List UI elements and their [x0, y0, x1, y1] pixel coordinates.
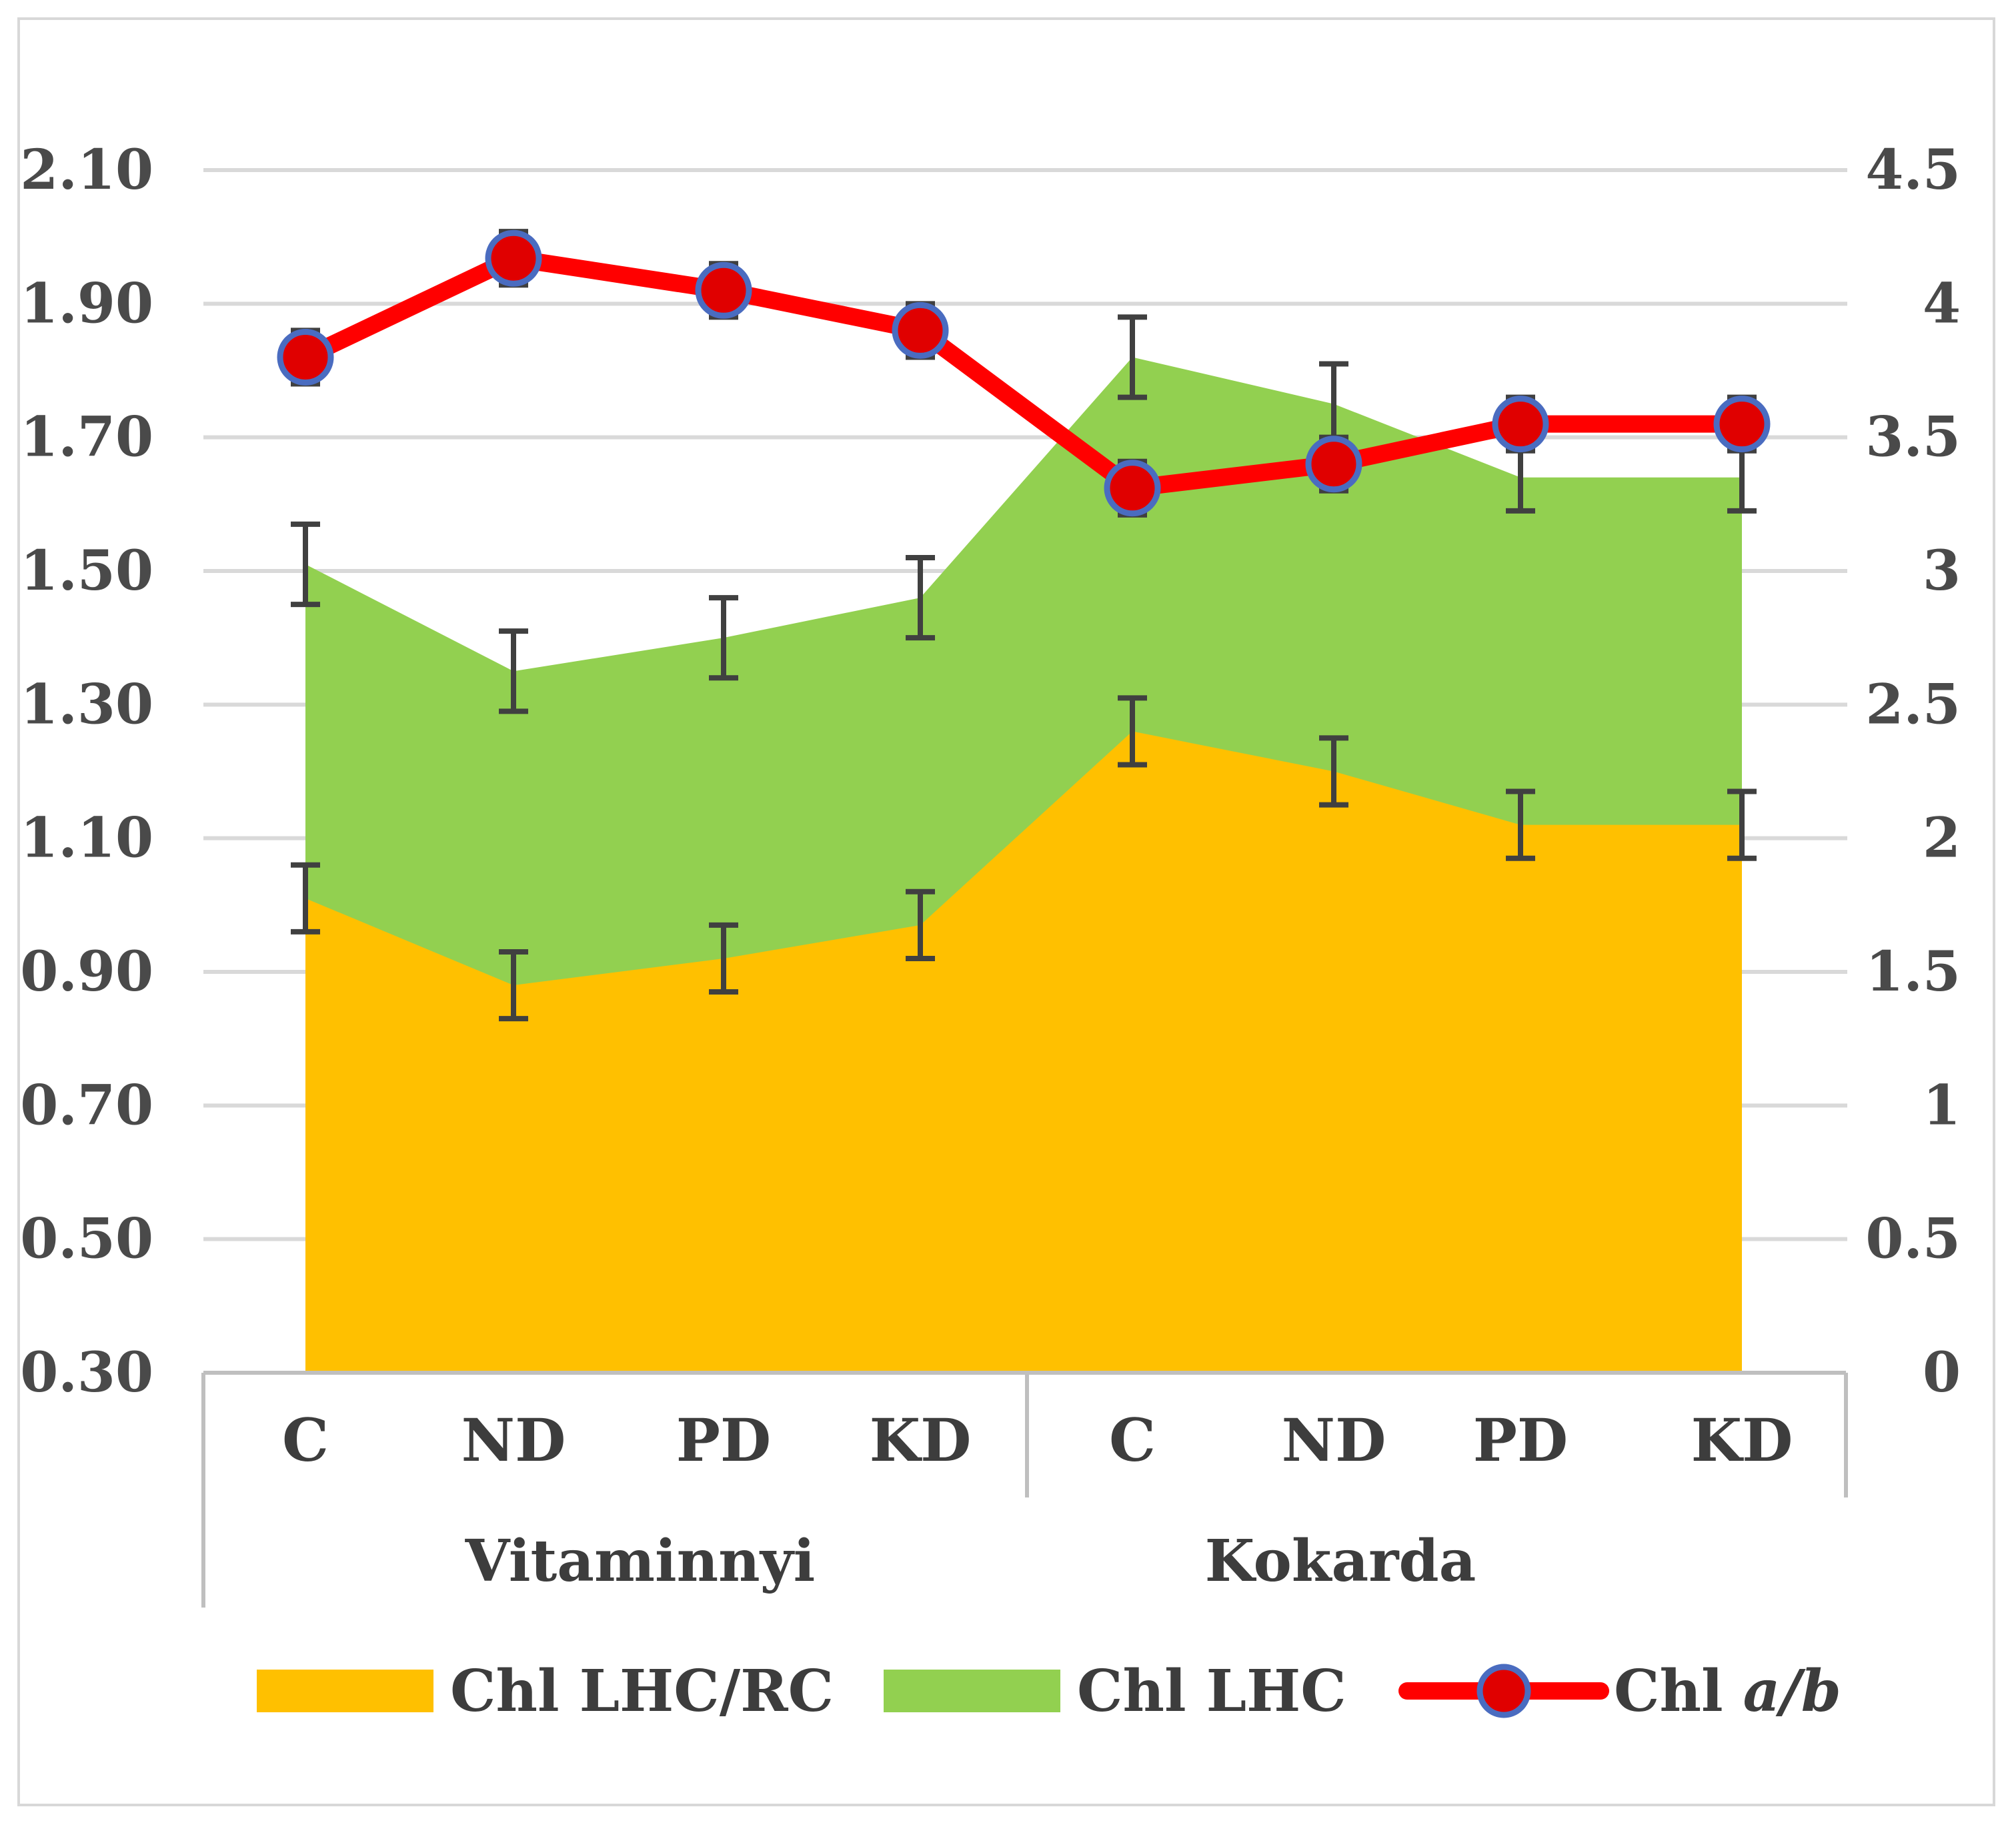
x-tick-label: ND	[461, 1405, 566, 1475]
y-left-tick-label: 1.50	[20, 539, 153, 603]
x-tick-label: PD	[676, 1405, 771, 1475]
error-bar	[1118, 314, 1147, 400]
x-group-label: Vitaminnyi	[465, 1528, 816, 1595]
legend-label: Chl LHC	[1077, 1658, 1346, 1725]
y-right-tick-label: 1	[1923, 1073, 1961, 1137]
legend: Chl LHC/RC Chl LHC Chl a/b	[257, 1658, 1841, 1725]
x-tick-label: PD	[1473, 1405, 1568, 1475]
y-right-tick-label: 4	[1923, 271, 1961, 336]
y-right-tick-label: 0	[1923, 1341, 1961, 1405]
y-left-tick-label: 0.50	[20, 1207, 153, 1271]
line-series	[277, 229, 1771, 517]
error-bar	[906, 888, 935, 961]
x-tick-label: ND	[1282, 1405, 1386, 1475]
x-tick-label: C	[282, 1405, 329, 1475]
right-y-axis: 4.5 4 3.5 3 2.5 2 1.5 1 0.5 0	[1865, 138, 1961, 1405]
y-right-tick-label: 2.5	[1865, 672, 1961, 736]
legend-label-prefix: Chl	[1614, 1658, 1743, 1725]
y-left-tick-label: 1.90	[20, 271, 153, 336]
legend-label: Chl a/b	[1614, 1658, 1841, 1725]
x-axis: C ND PD KD C ND PD KD Vitaminnyi Kokarda	[201, 1371, 1848, 1608]
x-tick-label: C	[1109, 1405, 1156, 1475]
data-point	[485, 229, 542, 287]
legend-marker	[1476, 1664, 1531, 1718]
x-group-label: Kokarda	[1205, 1528, 1476, 1595]
legend-swatch	[884, 1670, 1060, 1712]
y-right-tick-label: 3	[1923, 539, 1961, 603]
error-bar	[709, 922, 738, 995]
x-tick-label: KD	[1691, 1405, 1793, 1475]
y-left-tick-label: 1.10	[20, 806, 153, 870]
y-left-tick-label: 0.70	[20, 1073, 153, 1137]
y-left-tick-label: 0.90	[20, 940, 153, 1004]
area-series	[305, 357, 1742, 1373]
error-bar	[906, 554, 935, 641]
legend-item-chl-lhc: Chl LHC	[884, 1658, 1346, 1725]
error-bar	[1118, 695, 1147, 768]
legend-label-italic: a/b	[1743, 1658, 1841, 1725]
y-right-tick-label: 0.5	[1865, 1207, 1961, 1271]
data-point	[695, 261, 752, 319]
legend-item-chl-a-b: Chl a/b	[1398, 1658, 1841, 1725]
legend-label: Chl LHC/RC	[450, 1658, 834, 1725]
error-bar	[1319, 735, 1348, 808]
y-right-tick-label: 4.5	[1865, 138, 1961, 202]
data-point	[1305, 436, 1362, 493]
left-y-axis: 2.10 1.90 1.70 1.50 1.30 1.10 0.90 0.70 0.50 0.30	[20, 138, 153, 1405]
data-point	[1713, 396, 1771, 453]
data-point	[277, 328, 334, 386]
y-right-tick-label: 3.5	[1865, 406, 1961, 470]
area-chl-lhc-rc	[305, 731, 1742, 1373]
y-left-tick-label: 0.30	[20, 1341, 153, 1405]
line-chl-a-b	[297, 249, 1751, 497]
data-point	[1104, 460, 1161, 517]
legend-item-chl-lhc-rc: Chl LHC/RC	[257, 1658, 834, 1725]
error-bar	[1506, 788, 1535, 861]
data-point	[892, 301, 949, 359]
error-bar	[291, 862, 320, 935]
error-bar	[291, 521, 320, 608]
x-tick-label: KD	[870, 1405, 972, 1475]
error-bar	[1727, 788, 1757, 861]
error-bar	[499, 949, 528, 1022]
y-left-tick-label: 1.30	[20, 672, 153, 736]
y-left-tick-label: 2.10	[20, 138, 153, 202]
y-right-tick-label: 1.5	[1865, 940, 1961, 1004]
y-left-tick-label: 1.70	[20, 406, 153, 470]
error-bar	[709, 595, 738, 681]
legend-swatch	[257, 1670, 433, 1712]
data-point	[1492, 396, 1549, 453]
y-right-tick-label: 2	[1923, 806, 1961, 870]
error-bar	[499, 628, 528, 714]
